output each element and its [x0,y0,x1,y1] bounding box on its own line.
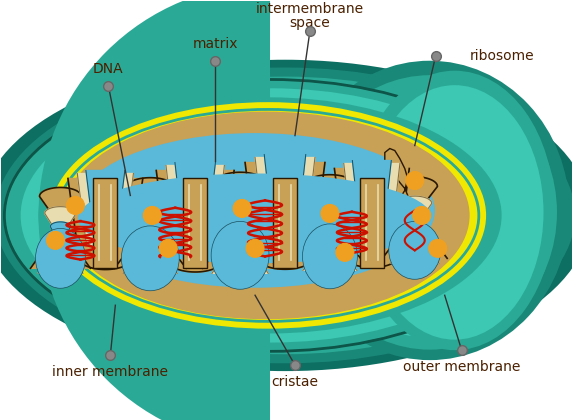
Ellipse shape [355,71,555,350]
Polygon shape [212,194,268,273]
Ellipse shape [30,86,540,345]
Polygon shape [45,222,76,276]
Polygon shape [203,172,277,268]
Text: outer membrane: outer membrane [403,360,520,374]
Polygon shape [38,207,83,273]
Circle shape [233,200,251,218]
Ellipse shape [211,221,269,289]
Polygon shape [123,199,177,273]
Text: intermembrane: intermembrane [256,2,364,16]
Polygon shape [156,171,234,272]
Polygon shape [77,173,134,248]
Ellipse shape [62,112,470,319]
Polygon shape [132,216,169,276]
Circle shape [46,231,64,249]
Bar [273,178,297,268]
Text: matrix: matrix [193,37,238,51]
Ellipse shape [36,228,85,288]
Wedge shape [38,0,270,420]
Polygon shape [335,168,409,268]
Ellipse shape [121,226,179,291]
Polygon shape [382,177,447,258]
Ellipse shape [0,68,573,363]
Polygon shape [175,163,215,230]
Circle shape [143,206,161,224]
Polygon shape [245,163,325,269]
Polygon shape [303,196,357,270]
Ellipse shape [303,75,557,349]
Polygon shape [352,160,391,226]
Ellipse shape [76,133,435,288]
Circle shape [321,205,339,223]
Text: DNA: DNA [93,62,124,76]
Polygon shape [166,165,225,249]
Ellipse shape [290,61,570,360]
Text: cristae: cristae [272,375,319,389]
Polygon shape [390,196,439,263]
Ellipse shape [0,60,573,371]
Ellipse shape [21,88,520,343]
Circle shape [66,197,84,215]
Circle shape [336,243,354,261]
Circle shape [406,171,423,189]
Polygon shape [385,149,408,210]
Ellipse shape [366,85,543,340]
Ellipse shape [38,97,501,333]
Polygon shape [294,175,366,265]
Ellipse shape [76,136,435,285]
Text: ribosome: ribosome [470,49,534,63]
Polygon shape [221,213,260,276]
Bar [93,178,117,268]
Polygon shape [68,178,143,270]
Polygon shape [264,155,306,226]
Text: inner membrane: inner membrane [52,365,168,379]
Ellipse shape [78,173,432,263]
Polygon shape [344,163,400,245]
Ellipse shape [303,224,358,289]
Ellipse shape [317,91,547,338]
Bar [183,178,207,268]
Ellipse shape [13,76,558,354]
Circle shape [413,206,431,224]
Circle shape [429,239,447,257]
Polygon shape [398,212,431,266]
Polygon shape [115,178,186,268]
Text: space: space [289,16,330,30]
Circle shape [159,239,177,257]
Polygon shape [311,213,348,273]
Ellipse shape [389,221,441,279]
Circle shape [246,239,264,257]
Polygon shape [86,171,125,231]
Polygon shape [255,158,315,245]
Ellipse shape [54,106,482,324]
Bar [360,178,384,268]
Ellipse shape [5,81,535,350]
Polygon shape [30,187,91,268]
